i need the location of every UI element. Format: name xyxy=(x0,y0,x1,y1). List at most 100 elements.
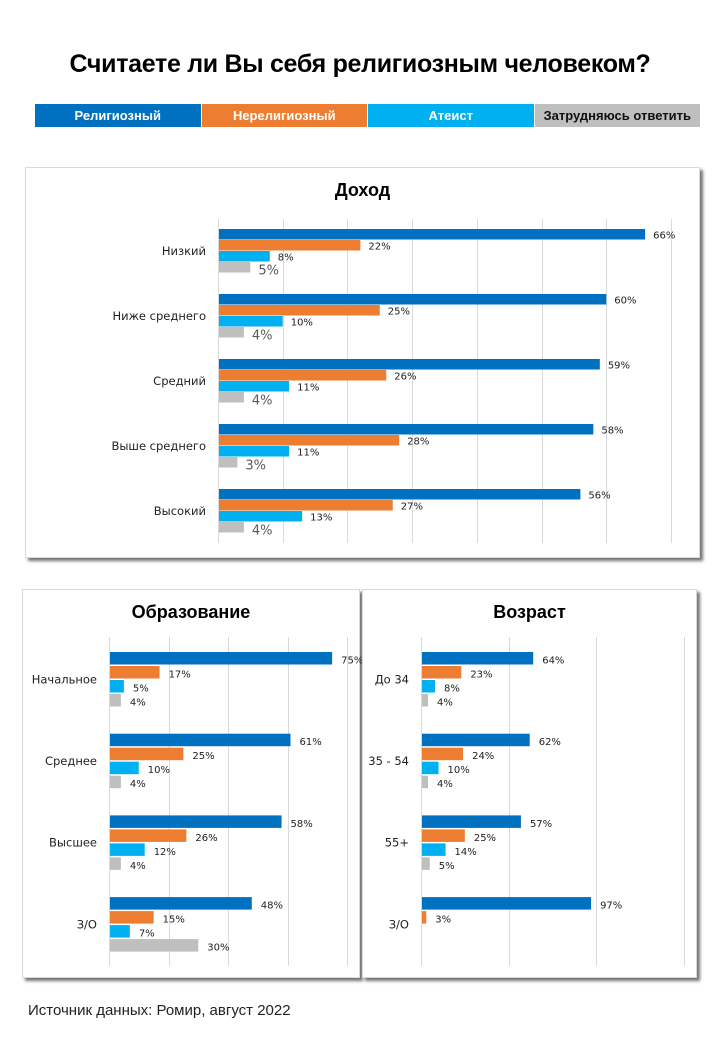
category-label: Низкий xyxy=(162,244,206,258)
category-label: 35 - 54 xyxy=(368,754,409,768)
data-label-religious: 66% xyxy=(653,231,675,242)
data-label-undecided: 4% xyxy=(252,329,273,344)
legend-item-undecided: Затрудняюсь ответить xyxy=(534,104,700,127)
bar-atheist xyxy=(110,925,130,938)
bar-nonreligious xyxy=(110,829,187,842)
age-chart-title: Возраст xyxy=(493,602,566,622)
main-title: Считаете ли Вы себя религиозным человеко… xyxy=(69,50,651,78)
income-chart-title: Доход xyxy=(334,180,391,200)
data-label-religious: 57% xyxy=(530,819,552,830)
data-label-nonreligious: 25% xyxy=(192,751,214,762)
category-label: Высокий xyxy=(154,504,206,518)
category-label: Начальное xyxy=(32,672,97,686)
bar-atheist xyxy=(422,843,446,856)
bar-nonreligious xyxy=(219,240,361,251)
bar-nonreligious xyxy=(110,747,184,761)
bar-religious xyxy=(422,815,521,828)
bar-religious xyxy=(110,733,291,747)
bar-atheist xyxy=(422,761,439,775)
bar-undecided xyxy=(219,327,244,338)
data-label-atheist: 8% xyxy=(278,253,294,264)
data-label-undecided: 3% xyxy=(245,459,266,474)
category-label: Выше среднего xyxy=(111,439,206,453)
bar-religious xyxy=(422,652,534,665)
age-chart-panel: Возраст До 34 64% 23% 8% 4% 35 - 54 62% 24% 10% 4… xyxy=(362,589,697,978)
bar-undecided xyxy=(219,522,244,533)
data-label-undecided: 4% xyxy=(252,394,273,409)
data-label-religious: 59% xyxy=(608,361,630,372)
data-label-religious: 48% xyxy=(261,901,283,912)
bar-atheist xyxy=(219,251,270,262)
data-label-atheist: 7% xyxy=(139,929,155,940)
data-label-nonreligious: 25% xyxy=(474,833,496,844)
category-label: З/О xyxy=(389,917,409,931)
data-label-religious: 58% xyxy=(291,819,313,830)
bar-religious xyxy=(110,815,282,828)
category-label: Ниже среднего xyxy=(112,309,206,323)
bar-atheist xyxy=(219,511,303,522)
education-chart-panel: Образование Начальное 75% 17% 5% 4% Среднее 61… xyxy=(22,589,363,978)
bar-atheist xyxy=(219,446,290,457)
bar-atheist xyxy=(219,316,283,327)
bar-atheist xyxy=(110,680,124,693)
age-chart: До 34 64% 23% 8% 4% 35 - 54 62% 24%10% 4% 55+ 57% 2… xyxy=(368,637,685,966)
bar-nonreligious xyxy=(219,305,380,316)
data-label-undecided: 4% xyxy=(437,698,453,709)
bar-nonreligious xyxy=(422,911,427,924)
bar-atheist xyxy=(110,843,145,856)
legend-item-nonreligious: Нерелигиозный xyxy=(201,104,368,127)
bar-religious xyxy=(219,229,646,240)
bar-nonreligious xyxy=(219,370,387,381)
data-label-religious: 56% xyxy=(588,491,610,502)
bar-nonreligious xyxy=(422,666,462,679)
education-chart: Начальное75%17%5%4%Среднее61%25%10%4%Выс… xyxy=(32,637,363,966)
bar-religious xyxy=(219,424,594,435)
bar-undecided xyxy=(219,457,238,468)
bar-undecided xyxy=(110,857,121,870)
data-label-atheist: 10% xyxy=(448,765,470,776)
bar-nonreligious xyxy=(110,911,154,924)
data-label-atheist: 11% xyxy=(297,383,319,394)
category-label: Среднее xyxy=(45,754,97,768)
category-label: Средний xyxy=(153,374,206,388)
data-label-nonreligious: 27% xyxy=(401,502,423,513)
category-label: З/О xyxy=(77,917,97,931)
data-label-atheist: 10% xyxy=(148,765,170,776)
education-chart-title: Образование xyxy=(131,602,251,622)
bar-undecided xyxy=(422,775,429,789)
data-label-undecided: 4% xyxy=(437,779,453,790)
bar-religious xyxy=(219,489,581,500)
data-label-atheist: 10% xyxy=(291,318,313,329)
data-label-religious: 75% xyxy=(341,656,363,667)
legend-item-religious: Религиозный xyxy=(35,104,202,127)
legend-item-atheist: Атеист xyxy=(368,104,535,127)
data-label-nonreligious: 15% xyxy=(163,915,185,926)
bar-religious xyxy=(110,652,333,665)
bar-nonreligious xyxy=(422,829,465,842)
bar-nonreligious xyxy=(422,747,464,761)
income-chart: Низкий 66% 22% 8%5% Ниже среднего 60% 25% 10% 4%… xyxy=(111,219,675,543)
data-label-religious: 64% xyxy=(542,656,564,667)
data-label-nonreligious: 28% xyxy=(407,437,429,448)
data-label-atheist: 11% xyxy=(297,448,319,459)
data-label-undecided: 5% xyxy=(439,861,455,872)
data-label-atheist: 8% xyxy=(444,684,460,695)
bar-religious xyxy=(110,897,252,910)
data-label-undecided: 4% xyxy=(130,779,146,790)
data-label-undecided: 4% xyxy=(252,524,273,539)
data-label-undecided: 4% xyxy=(130,698,146,709)
bar-undecided xyxy=(110,775,121,789)
data-label-nonreligious: 24% xyxy=(472,751,494,762)
data-label-nonreligious: 26% xyxy=(195,833,217,844)
bar-nonreligious xyxy=(219,435,400,446)
data-label-atheist: 5% xyxy=(133,684,149,695)
data-label-undecided: 4% xyxy=(130,861,146,872)
bar-atheist xyxy=(219,381,290,392)
data-label-religious: 60% xyxy=(614,296,636,307)
data-label-religious: 58% xyxy=(601,426,623,437)
data-label-undecided: 30% xyxy=(207,943,229,954)
data-label-nonreligious: 26% xyxy=(394,372,416,383)
bar-undecided xyxy=(422,694,429,707)
data-source-note: Источник данных: Ромир, август 2022 xyxy=(28,1002,291,1019)
data-label-nonreligious: 23% xyxy=(470,670,492,681)
